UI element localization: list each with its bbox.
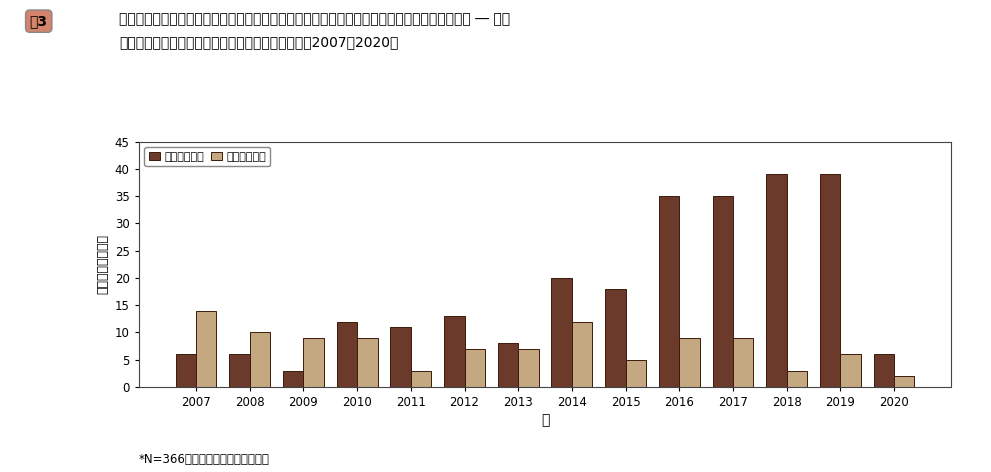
Bar: [787, 371, 807, 387]
Bar: [766, 174, 787, 387]
Bar: [283, 371, 303, 387]
Text: 飲料水に関連したアウトブレイク病因の報告数＊、レジオネラ属と他のすべての病因との比較 ― 水系: 飲料水に関連したアウトブレイク病因の報告数＊、レジオネラ属と他のすべての病因との…: [119, 12, 510, 26]
Text: *N=366件のアウトブレイクの病因: *N=366件のアウトブレイクの病因: [139, 453, 270, 466]
Bar: [444, 316, 465, 387]
Bar: [894, 376, 915, 387]
Bar: [250, 332, 271, 387]
Bar: [606, 289, 625, 387]
Bar: [679, 338, 700, 387]
Y-axis label: アウトブレイク数: アウトブレイク数: [96, 234, 109, 295]
Bar: [840, 354, 861, 387]
Bar: [713, 196, 733, 387]
X-axis label: 年: 年: [541, 413, 549, 427]
Text: 感染症およびアウトブレイク監視システム、米国、2007～2020年: 感染症およびアウトブレイク監視システム、米国、2007～2020年: [119, 35, 398, 50]
Bar: [465, 349, 485, 387]
Bar: [390, 327, 411, 387]
Bar: [303, 338, 324, 387]
Bar: [357, 338, 378, 387]
Bar: [874, 354, 894, 387]
Bar: [518, 349, 538, 387]
Bar: [229, 354, 250, 387]
Bar: [572, 321, 593, 387]
Bar: [625, 360, 646, 387]
Bar: [552, 278, 572, 387]
Bar: [659, 196, 679, 387]
Bar: [497, 344, 518, 387]
Bar: [175, 354, 196, 387]
Bar: [820, 174, 840, 387]
Bar: [337, 321, 357, 387]
Legend: レジオネラ属, その他の原因: レジオネラ属, その他の原因: [145, 147, 271, 166]
Bar: [196, 311, 216, 387]
Bar: [411, 371, 431, 387]
Text: 嘦3: 嘦3: [30, 14, 48, 28]
Bar: [733, 338, 753, 387]
